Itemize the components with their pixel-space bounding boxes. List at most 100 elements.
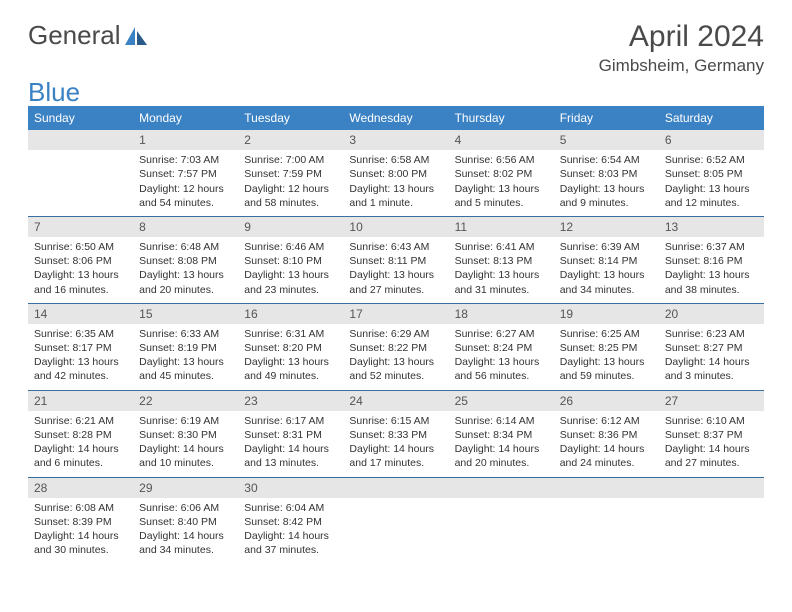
day-number: 9 — [238, 217, 343, 237]
weekday-header: Saturday — [659, 106, 764, 130]
calendar-week-row: 21Sunrise: 6:21 AMSunset: 8:28 PMDayligh… — [28, 390, 764, 477]
daylight-text: Daylight: 14 hours and 6 minutes. — [34, 442, 127, 470]
day-number: 17 — [343, 304, 448, 324]
day-content — [449, 498, 554, 557]
day-content: Sunrise: 6:15 AMSunset: 8:33 PMDaylight:… — [343, 411, 448, 477]
day-content: Sunrise: 7:03 AMSunset: 7:57 PMDaylight:… — [133, 150, 238, 216]
daylight-text: Daylight: 13 hours and 59 minutes. — [560, 355, 653, 383]
calendar-week-row: 28Sunrise: 6:08 AMSunset: 8:39 PMDayligh… — [28, 477, 764, 563]
daylight-text: Daylight: 13 hours and 31 minutes. — [455, 268, 548, 296]
sunrise-text: Sunrise: 6:15 AM — [349, 414, 442, 428]
calendar-week-row: 14Sunrise: 6:35 AMSunset: 8:17 PMDayligh… — [28, 303, 764, 390]
sunrise-text: Sunrise: 6:25 AM — [560, 327, 653, 341]
calendar-day-cell: 1Sunrise: 7:03 AMSunset: 7:57 PMDaylight… — [133, 130, 238, 216]
day-number — [343, 478, 448, 498]
daylight-text: Daylight: 13 hours and 16 minutes. — [34, 268, 127, 296]
daylight-text: Daylight: 13 hours and 49 minutes. — [244, 355, 337, 383]
day-content: Sunrise: 7:00 AMSunset: 7:59 PMDaylight:… — [238, 150, 343, 216]
weekday-header: Tuesday — [238, 106, 343, 130]
calendar-day-cell: 12Sunrise: 6:39 AMSunset: 8:14 PMDayligh… — [554, 216, 659, 303]
day-number: 2 — [238, 130, 343, 150]
calendar-day-cell: 27Sunrise: 6:10 AMSunset: 8:37 PMDayligh… — [659, 390, 764, 477]
sunrise-text: Sunrise: 6:21 AM — [34, 414, 127, 428]
day-number: 10 — [343, 217, 448, 237]
sunrise-text: Sunrise: 6:37 AM — [665, 240, 758, 254]
day-content: Sunrise: 6:52 AMSunset: 8:05 PMDaylight:… — [659, 150, 764, 216]
calendar-day-cell — [554, 477, 659, 563]
sunrise-text: Sunrise: 6:29 AM — [349, 327, 442, 341]
sunset-text: Sunset: 8:28 PM — [34, 428, 127, 442]
sunset-text: Sunset: 8:05 PM — [665, 167, 758, 181]
sunset-text: Sunset: 8:08 PM — [139, 254, 232, 268]
sunset-text: Sunset: 8:13 PM — [455, 254, 548, 268]
calendar-day-cell: 20Sunrise: 6:23 AMSunset: 8:27 PMDayligh… — [659, 303, 764, 390]
logo-text-2: Blue — [28, 77, 80, 107]
sunrise-text: Sunrise: 6:19 AM — [139, 414, 232, 428]
sunset-text: Sunset: 8:36 PM — [560, 428, 653, 442]
sunset-text: Sunset: 8:16 PM — [665, 254, 758, 268]
day-number: 5 — [554, 130, 659, 150]
calendar-day-cell — [28, 130, 133, 216]
sunset-text: Sunset: 8:10 PM — [244, 254, 337, 268]
sunrise-text: Sunrise: 6:46 AM — [244, 240, 337, 254]
sunrise-text: Sunrise: 6:12 AM — [560, 414, 653, 428]
day-content: Sunrise: 6:58 AMSunset: 8:00 PMDaylight:… — [343, 150, 448, 216]
calendar-day-cell: 18Sunrise: 6:27 AMSunset: 8:24 PMDayligh… — [449, 303, 554, 390]
sunset-text: Sunset: 8:14 PM — [560, 254, 653, 268]
daylight-text: Daylight: 14 hours and 17 minutes. — [349, 442, 442, 470]
day-content: Sunrise: 6:14 AMSunset: 8:34 PMDaylight:… — [449, 411, 554, 477]
day-content: Sunrise: 6:06 AMSunset: 8:40 PMDaylight:… — [133, 498, 238, 564]
day-content: Sunrise: 6:21 AMSunset: 8:28 PMDaylight:… — [28, 411, 133, 477]
daylight-text: Daylight: 13 hours and 45 minutes. — [139, 355, 232, 383]
day-content — [28, 150, 133, 209]
calendar-day-cell: 17Sunrise: 6:29 AMSunset: 8:22 PMDayligh… — [343, 303, 448, 390]
calendar-day-cell: 5Sunrise: 6:54 AMSunset: 8:03 PMDaylight… — [554, 130, 659, 216]
calendar-day-cell: 13Sunrise: 6:37 AMSunset: 8:16 PMDayligh… — [659, 216, 764, 303]
day-number: 19 — [554, 304, 659, 324]
day-number: 11 — [449, 217, 554, 237]
sunrise-text: Sunrise: 6:50 AM — [34, 240, 127, 254]
day-number: 30 — [238, 478, 343, 498]
daylight-text: Daylight: 14 hours and 34 minutes. — [139, 529, 232, 557]
day-content: Sunrise: 6:31 AMSunset: 8:20 PMDaylight:… — [238, 324, 343, 390]
day-number — [554, 478, 659, 498]
day-number: 28 — [28, 478, 133, 498]
calendar-table: Sunday Monday Tuesday Wednesday Thursday… — [28, 106, 764, 563]
sunrise-text: Sunrise: 6:04 AM — [244, 501, 337, 515]
day-content: Sunrise: 6:12 AMSunset: 8:36 PMDaylight:… — [554, 411, 659, 477]
weekday-header: Sunday — [28, 106, 133, 130]
daylight-text: Daylight: 14 hours and 27 minutes. — [665, 442, 758, 470]
daylight-text: Daylight: 12 hours and 58 minutes. — [244, 182, 337, 210]
day-number: 1 — [133, 130, 238, 150]
day-number: 12 — [554, 217, 659, 237]
calendar-day-cell: 3Sunrise: 6:58 AMSunset: 8:00 PMDaylight… — [343, 130, 448, 216]
day-content: Sunrise: 6:43 AMSunset: 8:11 PMDaylight:… — [343, 237, 448, 303]
sunrise-text: Sunrise: 6:41 AM — [455, 240, 548, 254]
day-content: Sunrise: 6:27 AMSunset: 8:24 PMDaylight:… — [449, 324, 554, 390]
sunrise-text: Sunrise: 6:10 AM — [665, 414, 758, 428]
day-content: Sunrise: 6:25 AMSunset: 8:25 PMDaylight:… — [554, 324, 659, 390]
sunrise-text: Sunrise: 6:48 AM — [139, 240, 232, 254]
calendar-day-cell: 23Sunrise: 6:17 AMSunset: 8:31 PMDayligh… — [238, 390, 343, 477]
logo-sail-icon — [125, 27, 147, 45]
day-number: 16 — [238, 304, 343, 324]
day-number — [449, 478, 554, 498]
calendar-day-cell — [659, 477, 764, 563]
calendar-day-cell — [449, 477, 554, 563]
calendar-day-cell: 19Sunrise: 6:25 AMSunset: 8:25 PMDayligh… — [554, 303, 659, 390]
sunrise-text: Sunrise: 7:00 AM — [244, 153, 337, 167]
day-number: 14 — [28, 304, 133, 324]
calendar-day-cell: 10Sunrise: 6:43 AMSunset: 8:11 PMDayligh… — [343, 216, 448, 303]
day-content: Sunrise: 6:08 AMSunset: 8:39 PMDaylight:… — [28, 498, 133, 564]
sunset-text: Sunset: 8:03 PM — [560, 167, 653, 181]
day-content: Sunrise: 6:10 AMSunset: 8:37 PMDaylight:… — [659, 411, 764, 477]
sunset-text: Sunset: 8:06 PM — [34, 254, 127, 268]
calendar-day-cell: 7Sunrise: 6:50 AMSunset: 8:06 PMDaylight… — [28, 216, 133, 303]
day-content — [343, 498, 448, 557]
daylight-text: Daylight: 13 hours and 56 minutes. — [455, 355, 548, 383]
sunset-text: Sunset: 7:57 PM — [139, 167, 232, 181]
calendar-day-cell: 30Sunrise: 6:04 AMSunset: 8:42 PMDayligh… — [238, 477, 343, 563]
daylight-text: Daylight: 14 hours and 3 minutes. — [665, 355, 758, 383]
day-number: 29 — [133, 478, 238, 498]
calendar-day-cell: 29Sunrise: 6:06 AMSunset: 8:40 PMDayligh… — [133, 477, 238, 563]
